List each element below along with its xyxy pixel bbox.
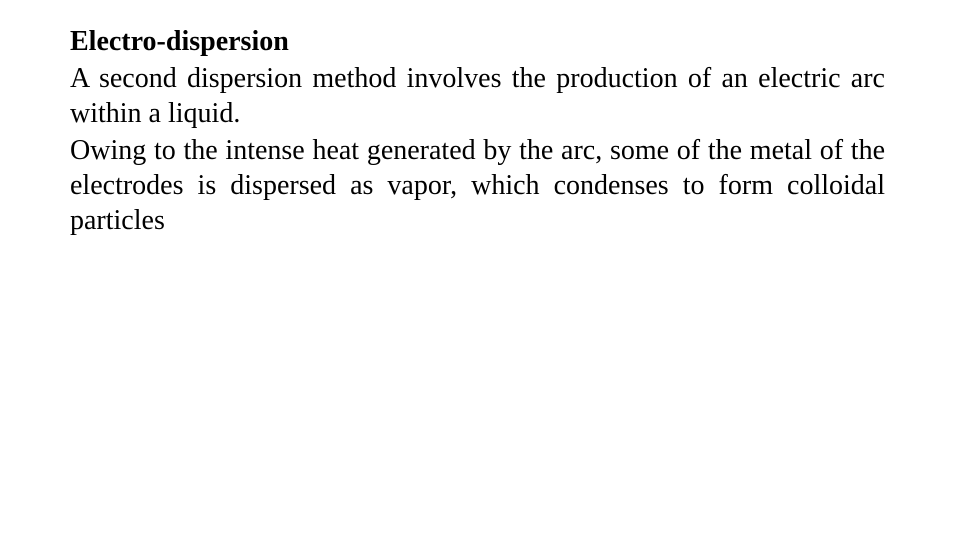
slide-container: Electro-dispersion A second dispersion m… xyxy=(0,0,960,540)
body-paragraph-2: Owing to the intense heat generated by t… xyxy=(70,133,885,238)
section-heading: Electro-dispersion xyxy=(70,24,885,59)
body-paragraph-1: A second dispersion method involves the … xyxy=(70,61,885,131)
